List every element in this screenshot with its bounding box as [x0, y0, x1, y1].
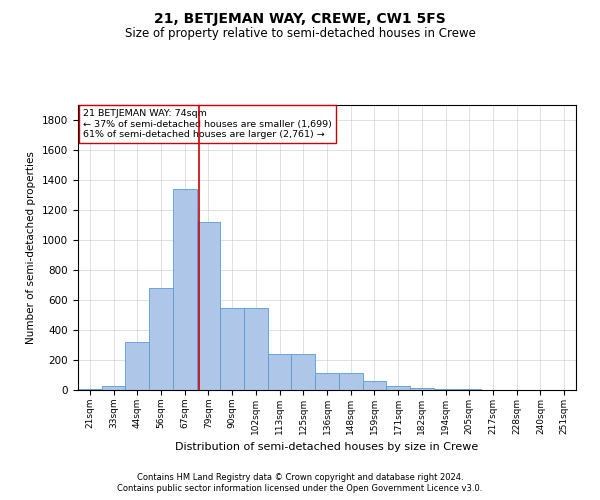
Text: Contains HM Land Registry data © Crown copyright and database right 2024.: Contains HM Land Registry data © Crown c… [137, 472, 463, 482]
Bar [220, 308, 244, 390]
Text: Contains public sector information licensed under the Open Government Licence v3: Contains public sector information licen… [118, 484, 482, 493]
Bar [362, 381, 386, 390]
Bar [434, 389, 457, 390]
Text: 21, BETJEMAN WAY, CREWE, CW1 5FS: 21, BETJEMAN WAY, CREWE, CW1 5FS [154, 12, 446, 26]
Bar [268, 354, 292, 390]
Bar [386, 386, 410, 390]
Bar [78, 389, 102, 390]
Bar [125, 342, 149, 390]
Bar [173, 189, 197, 390]
Text: Size of property relative to semi-detached houses in Crewe: Size of property relative to semi-detach… [125, 28, 475, 40]
X-axis label: Distribution of semi-detached houses by size in Crewe: Distribution of semi-detached houses by … [175, 442, 479, 452]
Bar [197, 222, 220, 390]
Text: 21 BETJEMAN WAY: 74sqm
← 37% of semi-detached houses are smaller (1,699)
61% of : 21 BETJEMAN WAY: 74sqm ← 37% of semi-det… [83, 110, 332, 139]
Bar [292, 354, 315, 390]
Bar [149, 288, 173, 390]
Bar [244, 308, 268, 390]
Bar [410, 388, 434, 390]
Bar [315, 373, 339, 390]
Bar [339, 373, 362, 390]
Bar [102, 386, 125, 390]
Y-axis label: Number of semi-detached properties: Number of semi-detached properties [26, 151, 37, 344]
